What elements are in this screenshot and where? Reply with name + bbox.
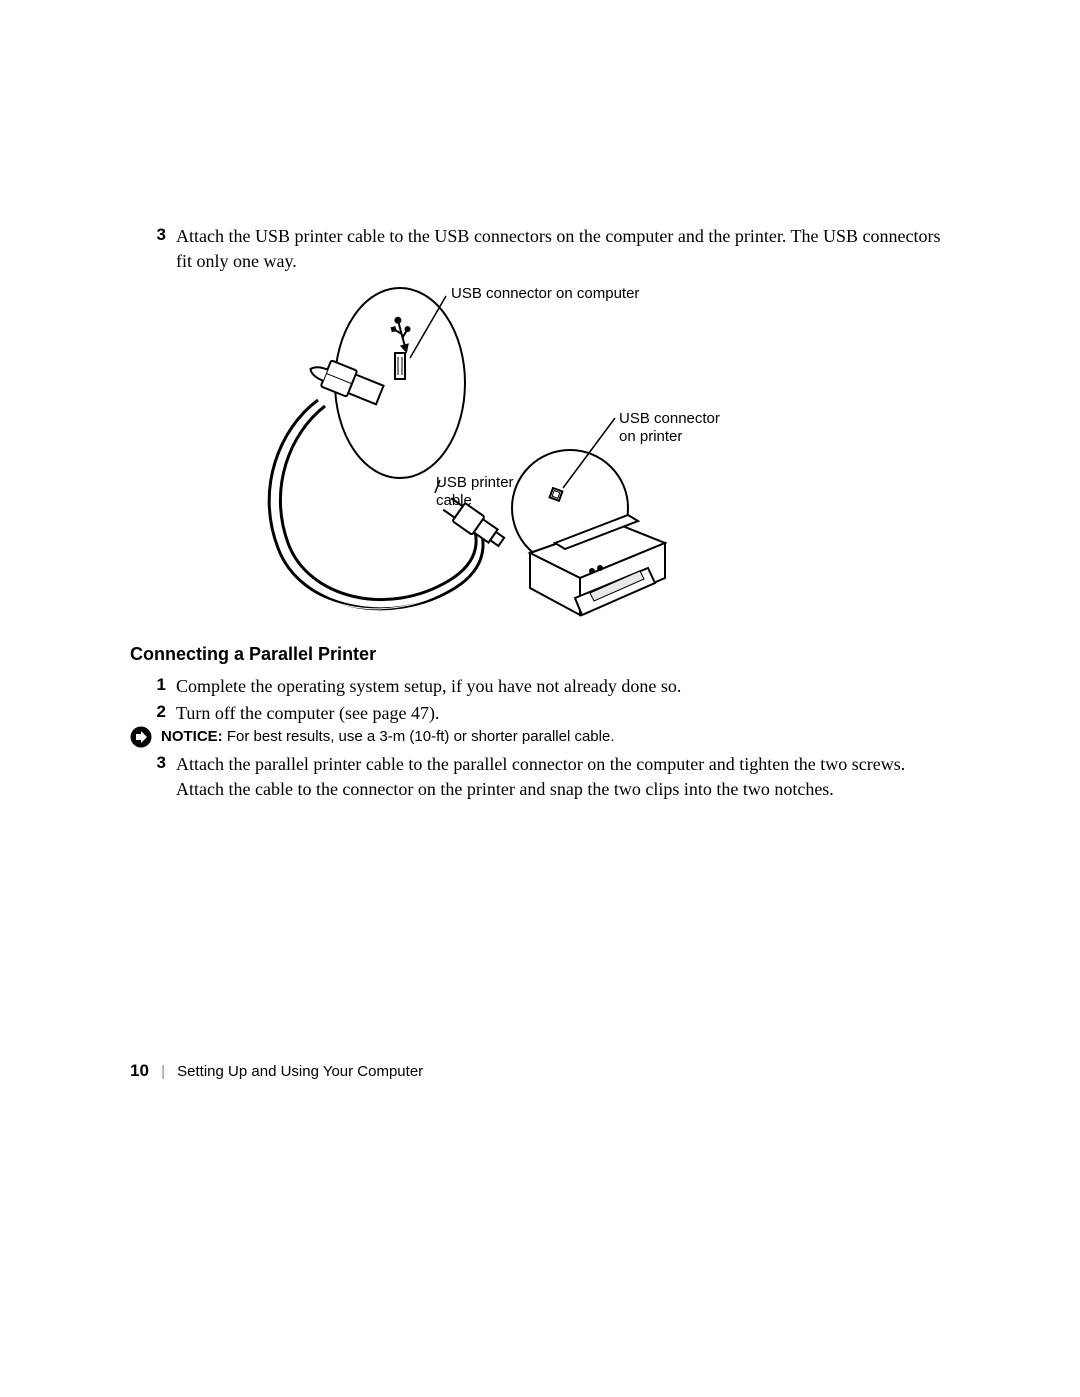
notice-body: For best results, use a 3-m (10-ft) or s… bbox=[223, 728, 615, 745]
callout-computer-connector: USB connector on computer bbox=[451, 285, 639, 303]
footer-separator: | bbox=[161, 1063, 165, 1080]
step-text: Complete the operating system setup, if … bbox=[176, 674, 951, 699]
notice-label: NOTICE: bbox=[161, 728, 223, 745]
footer-chapter: Setting Up and Using Your Computer bbox=[177, 1063, 423, 1080]
step-number: 3 bbox=[146, 225, 166, 245]
step-text: Attach the USB printer cable to the USB … bbox=[176, 224, 951, 274]
notice-icon bbox=[130, 726, 152, 748]
step-text: Turn off the computer (see page 47). bbox=[176, 701, 951, 726]
notice-text: NOTICE: For best results, use a 3-m (10-… bbox=[161, 728, 615, 745]
step-number: 2 bbox=[146, 702, 166, 722]
usb-printer-diagram bbox=[260, 278, 740, 628]
page-number: 10 bbox=[130, 1061, 149, 1080]
step-number: 3 bbox=[146, 753, 166, 773]
step-text: Attach the parallel printer cable to the… bbox=[176, 752, 951, 802]
callout-printer-connector-line1: USB connector bbox=[619, 410, 720, 428]
page-footer: 10 | Setting Up and Using Your Computer bbox=[130, 1061, 423, 1081]
callout-cable-line1: USB printer bbox=[436, 474, 514, 492]
callout-cable-line2: cable bbox=[436, 492, 472, 510]
step-number: 1 bbox=[146, 675, 166, 695]
callout-printer-connector-line2: on printer bbox=[619, 428, 682, 446]
document-page: 3 Attach the USB printer cable to the US… bbox=[0, 0, 1080, 1397]
section-heading: Connecting a Parallel Printer bbox=[130, 644, 376, 665]
